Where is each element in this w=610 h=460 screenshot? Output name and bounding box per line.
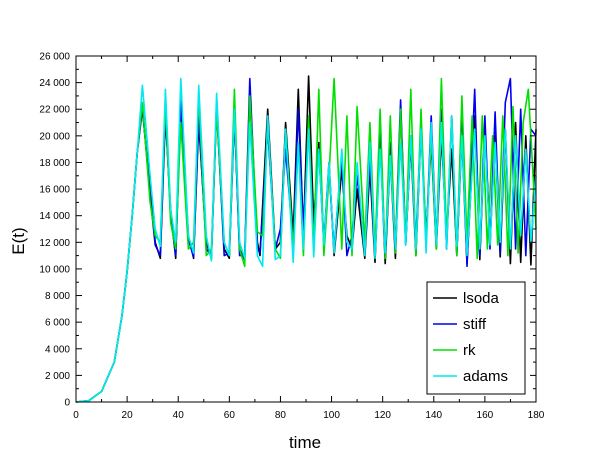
x-tick-label: 0 bbox=[73, 410, 79, 421]
y-tick-label: 12 000 bbox=[39, 238, 70, 249]
x-tick-label: 80 bbox=[275, 410, 287, 421]
y-tick-label: 10 000 bbox=[39, 264, 70, 275]
y-tick-label: 0 bbox=[64, 398, 70, 409]
y-tick-label: 20 000 bbox=[39, 131, 70, 142]
legend-label-adams: adams bbox=[463, 368, 508, 385]
series-line-adams bbox=[75, 77, 537, 403]
legend-label-lsoda: lsoda bbox=[463, 290, 500, 307]
y-tick-label: 24 000 bbox=[39, 78, 70, 89]
axes-layer: 0 20 40 60 80 100 120 140 160 180 0 2 000 4 000 6 000… bbox=[39, 52, 544, 422]
y-tick-label: 4 000 bbox=[45, 344, 70, 355]
y-axis-title: E(t) bbox=[9, 227, 28, 254]
x-tick-label: 160 bbox=[477, 410, 494, 421]
x-axis-title: time bbox=[289, 433, 321, 452]
series-layer bbox=[75, 75, 537, 403]
legend-label-rk: rk bbox=[463, 342, 476, 359]
y-tick-label: 6 000 bbox=[45, 318, 70, 329]
y-tick-label: 8 000 bbox=[45, 291, 70, 302]
y-tick-label: 16 000 bbox=[39, 185, 70, 196]
y-tick-label: 26 000 bbox=[39, 52, 70, 63]
y-tick-label: 22 000 bbox=[39, 105, 70, 116]
y-tick-label: 2 000 bbox=[45, 371, 70, 382]
x-tick-label: 120 bbox=[374, 410, 391, 421]
x-tick-label: 40 bbox=[173, 410, 185, 421]
x-tick-label: 180 bbox=[528, 410, 545, 421]
series-line-rk bbox=[75, 77, 537, 403]
x-tick-label: 140 bbox=[425, 410, 442, 421]
x-tick-label: 60 bbox=[224, 410, 236, 421]
y-tick-label: 18 000 bbox=[39, 158, 70, 169]
x-tick-label: 100 bbox=[323, 410, 340, 421]
y-tick-label: 14 000 bbox=[39, 211, 70, 222]
legend: lsoda stiff rk adams bbox=[426, 281, 526, 395]
legend-label-stiff: stiff bbox=[463, 316, 487, 333]
x-tick-label: 20 bbox=[122, 410, 134, 421]
